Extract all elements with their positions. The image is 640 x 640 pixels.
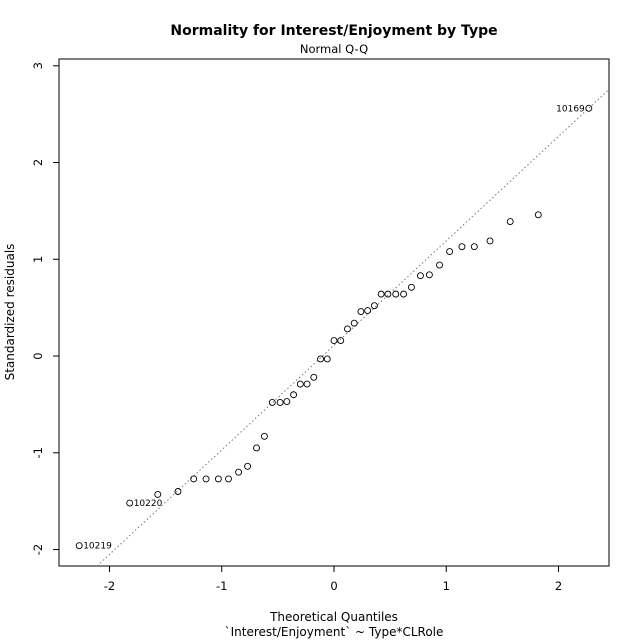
qq-point xyxy=(446,248,454,255)
qq-point xyxy=(357,308,365,315)
qq-point xyxy=(174,488,182,495)
qq-point xyxy=(425,271,433,279)
qq-point xyxy=(268,399,276,406)
y-tick-label: -1 xyxy=(31,447,45,458)
qq-point xyxy=(470,243,478,251)
qq-point xyxy=(283,398,291,405)
qq-point xyxy=(154,490,162,498)
qq-point xyxy=(75,542,83,550)
qq-point xyxy=(506,218,514,225)
qq-point xyxy=(290,391,298,399)
qq-point xyxy=(370,302,378,310)
qq-point xyxy=(585,104,593,112)
qq-point xyxy=(253,444,261,452)
y-tick-label: 3 xyxy=(31,62,45,69)
qq-reference-line xyxy=(96,89,609,566)
qq-point xyxy=(458,243,466,251)
qq-point xyxy=(416,272,424,280)
y-tick-label: -2 xyxy=(31,544,45,555)
qq-point xyxy=(126,499,134,507)
qq-point xyxy=(400,290,408,298)
point-labels: 10219 10220 10169 xyxy=(83,104,585,551)
qq-point xyxy=(260,432,268,440)
y-axis-label: Standardized residuals xyxy=(3,244,17,381)
chart-title: Normality for Interest/Enjoyment by Type xyxy=(170,23,497,39)
x-axis-label-formula: `Interest/Enjoyment` ~ Type*CLRole xyxy=(225,625,444,639)
x-tick-label: 1 xyxy=(443,579,450,593)
x-tick-label: 0 xyxy=(330,579,337,593)
x-tick-label: -2 xyxy=(104,579,115,593)
qq-point xyxy=(317,355,324,363)
data-points xyxy=(75,104,593,550)
x-tick-label: 2 xyxy=(555,579,562,593)
qq-point xyxy=(337,337,345,345)
axis-ticks: -2 -1 0 1 2 -2 -1 0 1 2 3 xyxy=(31,62,562,593)
qq-point xyxy=(244,462,252,470)
qq-point xyxy=(534,211,542,219)
point-label: 10220 xyxy=(134,499,163,509)
qq-point xyxy=(392,290,400,298)
qq-point xyxy=(225,475,232,483)
point-label: 10169 xyxy=(556,104,585,114)
reference-line-layer xyxy=(96,89,609,566)
point-label: 10219 xyxy=(83,542,112,552)
qq-point xyxy=(202,475,210,483)
qq-point xyxy=(235,468,243,476)
qq-point xyxy=(350,319,358,327)
qq-point xyxy=(296,380,304,388)
qq-point xyxy=(303,380,311,388)
qq-point xyxy=(344,325,351,333)
chart-subtitle: Normal Q-Q xyxy=(300,42,368,56)
qq-point xyxy=(323,355,331,363)
qq-point xyxy=(364,307,372,315)
qq-point xyxy=(436,261,443,269)
x-axis-label: Theoretical Quantiles xyxy=(269,610,398,624)
y-tick-label: 0 xyxy=(31,352,45,359)
qq-point xyxy=(384,290,392,298)
qq-point xyxy=(407,283,415,291)
x-tick-label: -1 xyxy=(216,579,227,593)
qq-point xyxy=(214,475,222,483)
qq-point xyxy=(190,475,198,483)
qq-point xyxy=(486,237,494,245)
y-tick-label: 2 xyxy=(31,159,45,166)
y-tick-label: 1 xyxy=(31,256,45,263)
qq-point xyxy=(276,399,284,406)
qq-point xyxy=(377,290,385,298)
qq-point xyxy=(330,337,338,345)
qq-point xyxy=(310,373,318,381)
